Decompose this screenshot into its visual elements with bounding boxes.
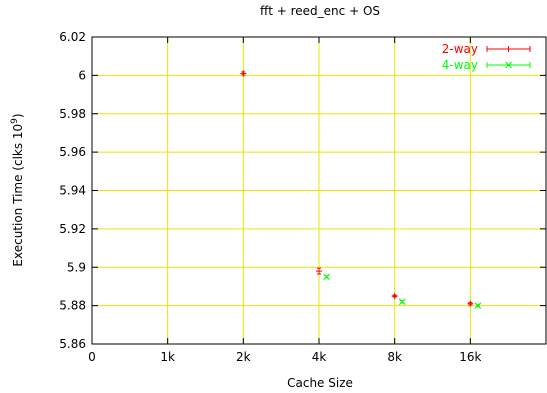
data-point xyxy=(323,273,330,281)
y-tick-label: 5.88 xyxy=(59,299,86,313)
y-tick-label: 5.9 xyxy=(67,260,86,274)
chart-title: fft + reed_enc + OS xyxy=(260,4,380,18)
point-marker-d2 xyxy=(398,298,406,306)
legend: 2-way 4-way xyxy=(442,42,531,72)
data-point xyxy=(474,302,482,309)
data-point xyxy=(240,70,247,77)
legend-label: 2-way xyxy=(442,42,478,56)
x-tick-label: 0 xyxy=(88,350,96,364)
tick-labels: 0 1k 2k 4k 8k 16k 5.86 5.88 5.9 5.92 5.94 5.96 5.98 6… xyxy=(59,30,481,364)
series-2 xyxy=(323,273,482,309)
y-axis-label-suffix: ) xyxy=(11,113,25,118)
x-tick-label: 1k xyxy=(160,350,175,364)
y-tick-label: 6 xyxy=(78,68,86,82)
legend-marker-d2 xyxy=(505,61,512,69)
legend-entry: 4-way xyxy=(442,58,531,72)
data-point xyxy=(398,298,406,306)
x-axis-label: Cache Size xyxy=(287,376,353,390)
x-tick-label: 4k xyxy=(312,350,327,364)
axis-ticks xyxy=(91,36,546,345)
y-axis-label-exponent: 9 xyxy=(10,118,20,124)
x-tick-label: 2k xyxy=(236,350,251,364)
y-tick-label: 6.02 xyxy=(59,30,86,44)
legend-entry: 2-way xyxy=(442,42,531,56)
data-series xyxy=(240,70,482,309)
y-tick-label: 5.92 xyxy=(59,222,86,236)
x-tick-label: 16k xyxy=(459,350,481,364)
y-axis-label-main: Execution Time (clks 10 xyxy=(11,124,25,267)
y-tick-label: 5.98 xyxy=(59,107,86,121)
y-tick-label: 5.96 xyxy=(59,145,86,159)
legend-label: 4-way xyxy=(442,58,478,72)
y-axis-label: Execution Time (clks 109) xyxy=(10,113,25,266)
point-marker-d2 xyxy=(323,273,330,281)
y-tick-label: 5.94 xyxy=(59,184,86,198)
data-point xyxy=(316,267,322,275)
y-tick-label: 5.86 xyxy=(59,337,86,351)
series-1 xyxy=(240,70,474,307)
point-marker-d2 xyxy=(474,302,482,309)
data-point xyxy=(391,293,398,300)
grid-lines xyxy=(92,37,546,344)
x-tick-label: 8k xyxy=(387,350,402,364)
data-point xyxy=(467,300,474,307)
